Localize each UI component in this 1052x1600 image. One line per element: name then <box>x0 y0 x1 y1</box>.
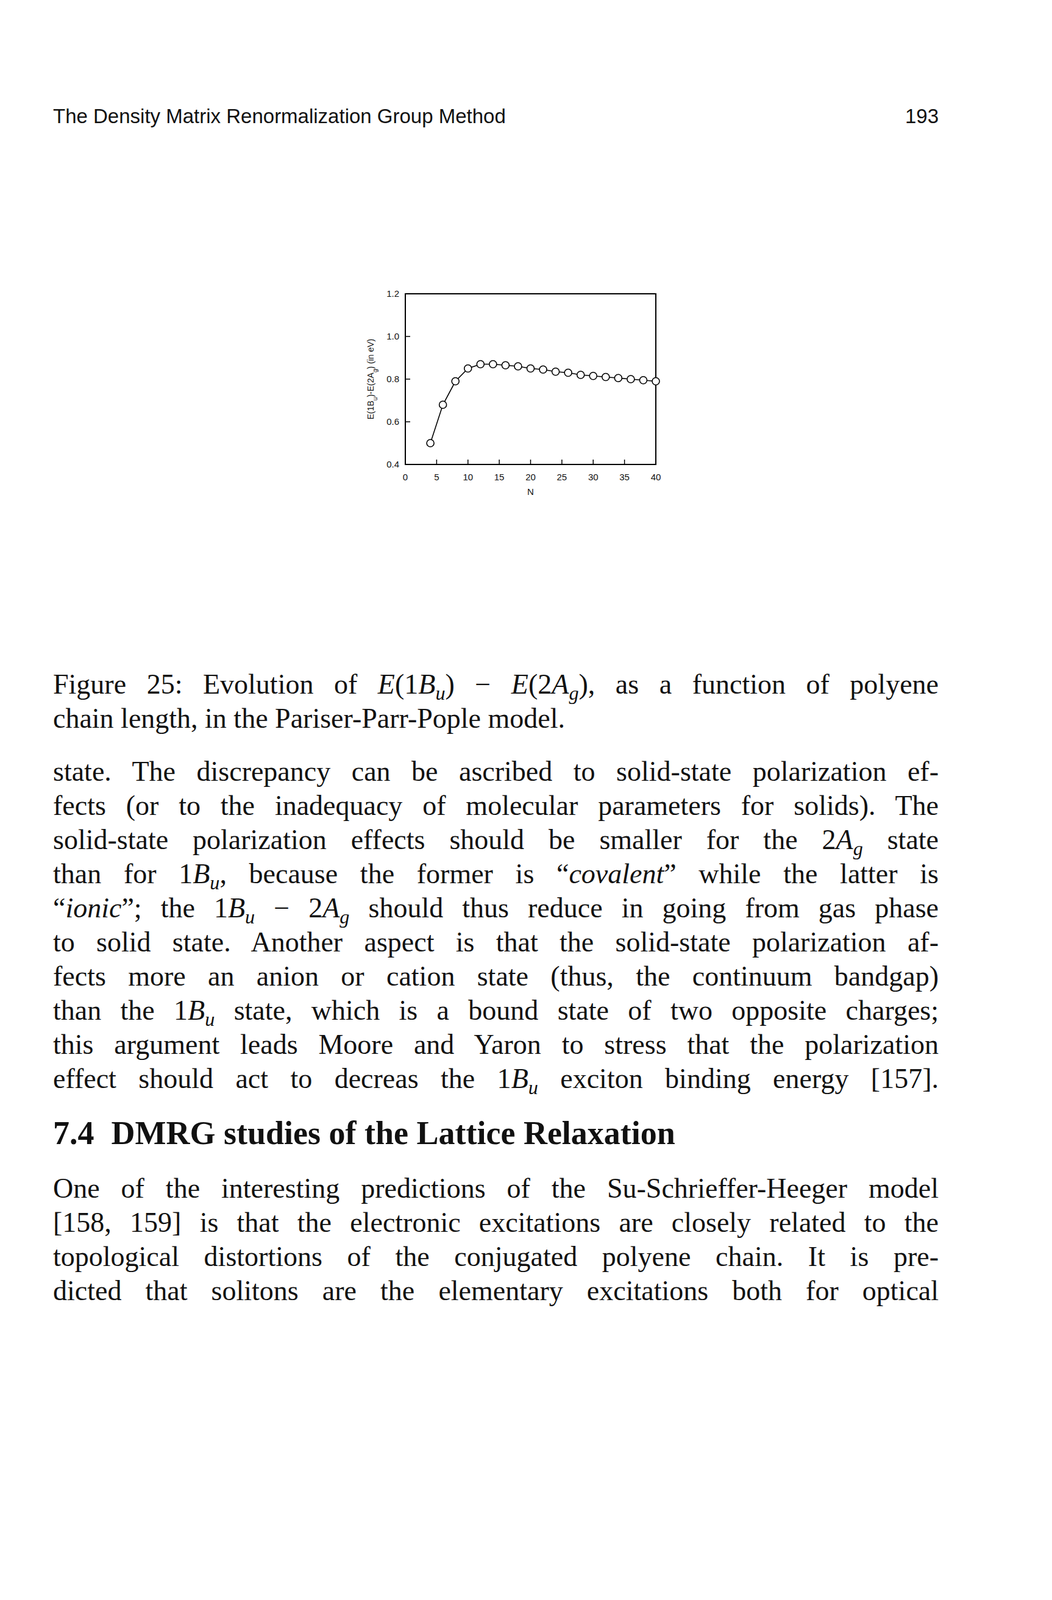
y-tick-label: 0.8 <box>386 373 400 384</box>
x-tick-label: 15 <box>494 471 505 483</box>
marker <box>564 369 572 377</box>
marker <box>514 362 522 370</box>
marker <box>464 365 472 373</box>
marker <box>602 373 610 381</box>
x-tick <box>530 459 532 465</box>
x-tick <box>624 459 626 465</box>
body-line: this argument leads Moore and Yaron to s… <box>53 1027 939 1062</box>
marker <box>426 439 434 447</box>
y-tick <box>405 421 411 423</box>
running-head: The Density Matrix Renormalization Group… <box>53 104 506 128</box>
x-tick-label: 10 <box>462 471 473 483</box>
series <box>426 360 660 448</box>
marker <box>439 401 447 409</box>
body-line: to solid state. Another aspect is that t… <box>53 925 939 960</box>
body-line: [158, 159] is that the electronic excita… <box>53 1205 939 1240</box>
y-tick <box>405 293 411 295</box>
y-tick <box>405 335 411 338</box>
page-number: 193 <box>905 104 939 128</box>
x-tick-label: 30 <box>588 471 599 483</box>
body-line: dicted that solitons are the elementary … <box>53 1273 939 1308</box>
marker <box>652 377 660 386</box>
marker <box>489 360 497 369</box>
body-line: topological distortions of the conjugate… <box>53 1239 939 1274</box>
x-tick-label: 5 <box>433 471 439 483</box>
y-tick <box>405 378 411 380</box>
y-tick <box>405 463 411 466</box>
marker <box>552 368 560 376</box>
marker <box>639 376 647 384</box>
marker <box>627 375 635 383</box>
body-line: fects (or to the inadequacy of molecular… <box>53 788 939 823</box>
body-line: effect should act to decreas the 1Bu exc… <box>53 1061 939 1105</box>
x-tick <box>467 459 469 465</box>
chart: 0 5 10 15 20 25 30 35 40 0.4 0.6 0.8 1.0 1.2 N E(1Bu)-E… <box>0 0 1052 549</box>
caption-line: chain length, in the Pariser-Parr-Pople … <box>53 701 939 736</box>
x-tick <box>436 459 438 465</box>
x-tick <box>404 459 406 465</box>
x-tick-label: 40 <box>650 471 662 483</box>
x-tick-label: 25 <box>557 471 568 483</box>
marker <box>501 361 509 369</box>
x-tick <box>655 459 657 465</box>
body-line: state. The discrepancy can be ascribed t… <box>53 754 939 789</box>
x-tick-label: 0 <box>402 471 408 483</box>
x-tick-label: 20 <box>525 471 536 483</box>
marker <box>527 365 535 373</box>
body-line: fects more an anion or cation state (thu… <box>53 959 939 994</box>
y-tick-label: 0.4 <box>386 458 400 470</box>
plot-frame <box>405 293 656 465</box>
section-heading: 7.4 DMRG studies of the Lattice Relaxatio… <box>53 1114 676 1152</box>
x-tick <box>593 459 595 465</box>
marker <box>451 377 459 386</box>
x-axis-label: N <box>527 486 534 497</box>
x-tick <box>561 459 563 465</box>
marker <box>577 371 585 379</box>
marker <box>476 360 484 369</box>
y-axis-label: E(1Bu)-E(2Ag) (in eV) <box>365 338 379 420</box>
x-tick <box>498 459 500 465</box>
marker <box>539 365 547 374</box>
y-tick-label: 1.2 <box>386 288 400 299</box>
x-tick-label: 35 <box>619 471 630 483</box>
y-tick-label: 1.0 <box>386 330 400 342</box>
line <box>430 364 656 444</box>
y-tick-label: 0.6 <box>386 416 400 427</box>
section-title: DMRG studies of the Lattice Relaxation <box>111 1114 676 1152</box>
section-number: 7.4 <box>53 1114 95 1152</box>
body-line: One of the interesting predictions of th… <box>53 1171 939 1206</box>
marker <box>614 374 622 382</box>
marker <box>589 372 597 380</box>
